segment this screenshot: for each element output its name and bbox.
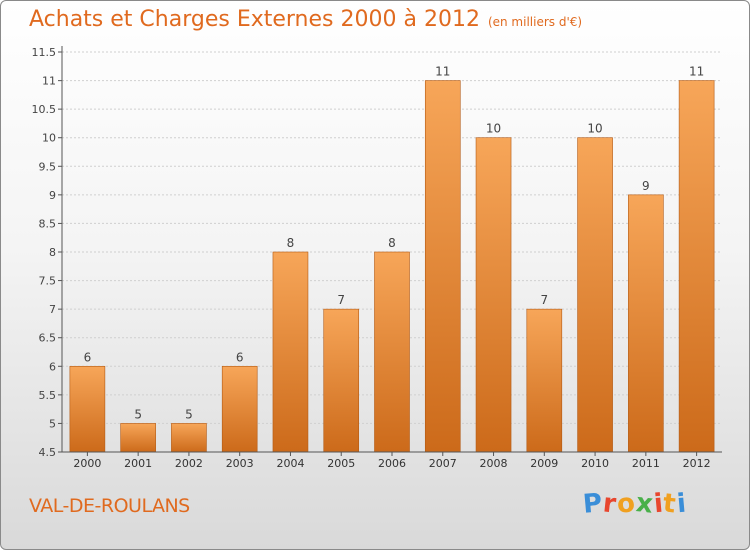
x-tick-label-2006: 2006 bbox=[378, 457, 406, 470]
bar-2010 bbox=[577, 137, 613, 453]
bar-2000 bbox=[69, 365, 106, 453]
bar-2003 bbox=[221, 365, 258, 453]
y-axis: 4.5 5 5.5 6 6.5 7 7.5 8 8.5 9 9.5 10 10.5 11 11.5 bbox=[32, 46, 63, 459]
chart-subtitle: (en milliers d'€) bbox=[487, 15, 583, 29]
data-label-2009: 7 bbox=[540, 293, 548, 307]
y-tick-label: 5.5 bbox=[39, 389, 57, 402]
bar-2006 bbox=[374, 251, 410, 453]
logo-letter: i bbox=[675, 488, 689, 520]
data-label-2003: 6 bbox=[236, 350, 244, 364]
chart-title: Achats et Charges Externes 2000 à 2012 (e… bbox=[29, 7, 582, 32]
data-label-2005: 7 bbox=[337, 293, 345, 307]
y-tick-label: 6 bbox=[49, 360, 56, 373]
bar-2009 bbox=[526, 308, 563, 453]
place-name: VAL-DE-ROULANS bbox=[29, 495, 190, 517]
x-tick-label-2010: 2010 bbox=[581, 457, 609, 470]
x-tick-label-2000: 2000 bbox=[73, 457, 101, 470]
y-tick-label: 7 bbox=[49, 303, 56, 316]
data-label-2012: 11 bbox=[689, 65, 704, 79]
data-label-2010: 10 bbox=[587, 122, 602, 136]
bar-2008 bbox=[475, 137, 512, 453]
y-tick-label: 5 bbox=[49, 417, 56, 430]
y-tick-label: 10 bbox=[42, 132, 56, 145]
x-tick-label-2012: 2012 bbox=[683, 457, 711, 470]
x-tick-label-2007: 2007 bbox=[429, 457, 457, 470]
x-axis: 2000 2001 2002 2003 2004 2005 2006 2007 2008 2009… bbox=[62, 451, 722, 470]
data-label-2011: 9 bbox=[642, 179, 650, 193]
y-tick-label: 6.5 bbox=[39, 332, 57, 345]
bars: 6 5 5 6 8 7 8 11 10 7 10 9 11 bbox=[69, 65, 715, 453]
y-tick-label: 9 bbox=[49, 189, 56, 202]
x-tick-label-2009: 2009 bbox=[530, 457, 558, 470]
x-tick-label-2005: 2005 bbox=[327, 457, 355, 470]
data-label-2001: 5 bbox=[134, 407, 142, 421]
x-tick-label-2001: 2001 bbox=[124, 457, 152, 470]
x-tick-label-2011: 2011 bbox=[632, 457, 660, 470]
proxiti-logo: Proxiti bbox=[582, 488, 689, 520]
bar-2005 bbox=[323, 308, 360, 453]
y-tick-label: 4.5 bbox=[39, 446, 57, 459]
x-tick-label-2008: 2008 bbox=[480, 457, 508, 470]
bar-2004 bbox=[272, 251, 309, 453]
chart-title-text: Achats et Charges Externes 2000 à 2012 bbox=[29, 7, 480, 32]
x-tick-label-2004: 2004 bbox=[276, 457, 304, 470]
y-tick-label: 11.5 bbox=[32, 46, 57, 59]
x-tick-label-2002: 2002 bbox=[175, 457, 203, 470]
y-tick-label: 8.5 bbox=[39, 217, 57, 230]
bar-2011 bbox=[628, 194, 664, 453]
bar-2012 bbox=[678, 80, 715, 453]
data-label-2002: 5 bbox=[185, 407, 193, 421]
y-tick-label: 9.5 bbox=[39, 160, 57, 173]
bar-2007 bbox=[424, 80, 461, 453]
data-label-2000: 6 bbox=[84, 350, 92, 364]
bar-2002 bbox=[171, 423, 207, 453]
y-tick-label: 8 bbox=[49, 246, 56, 259]
y-tick-label: 11 bbox=[42, 75, 56, 88]
y-tick-label: 7.5 bbox=[39, 275, 57, 288]
y-tick-label: 10.5 bbox=[32, 103, 57, 116]
logo-letter: x bbox=[634, 488, 656, 520]
data-label-2004: 8 bbox=[287, 236, 295, 250]
bar-2001 bbox=[120, 423, 156, 453]
x-tick-label-2003: 2003 bbox=[226, 457, 254, 470]
data-label-2006: 8 bbox=[388, 236, 396, 250]
data-label-2007: 11 bbox=[435, 65, 450, 79]
data-label-2008: 10 bbox=[486, 122, 501, 136]
